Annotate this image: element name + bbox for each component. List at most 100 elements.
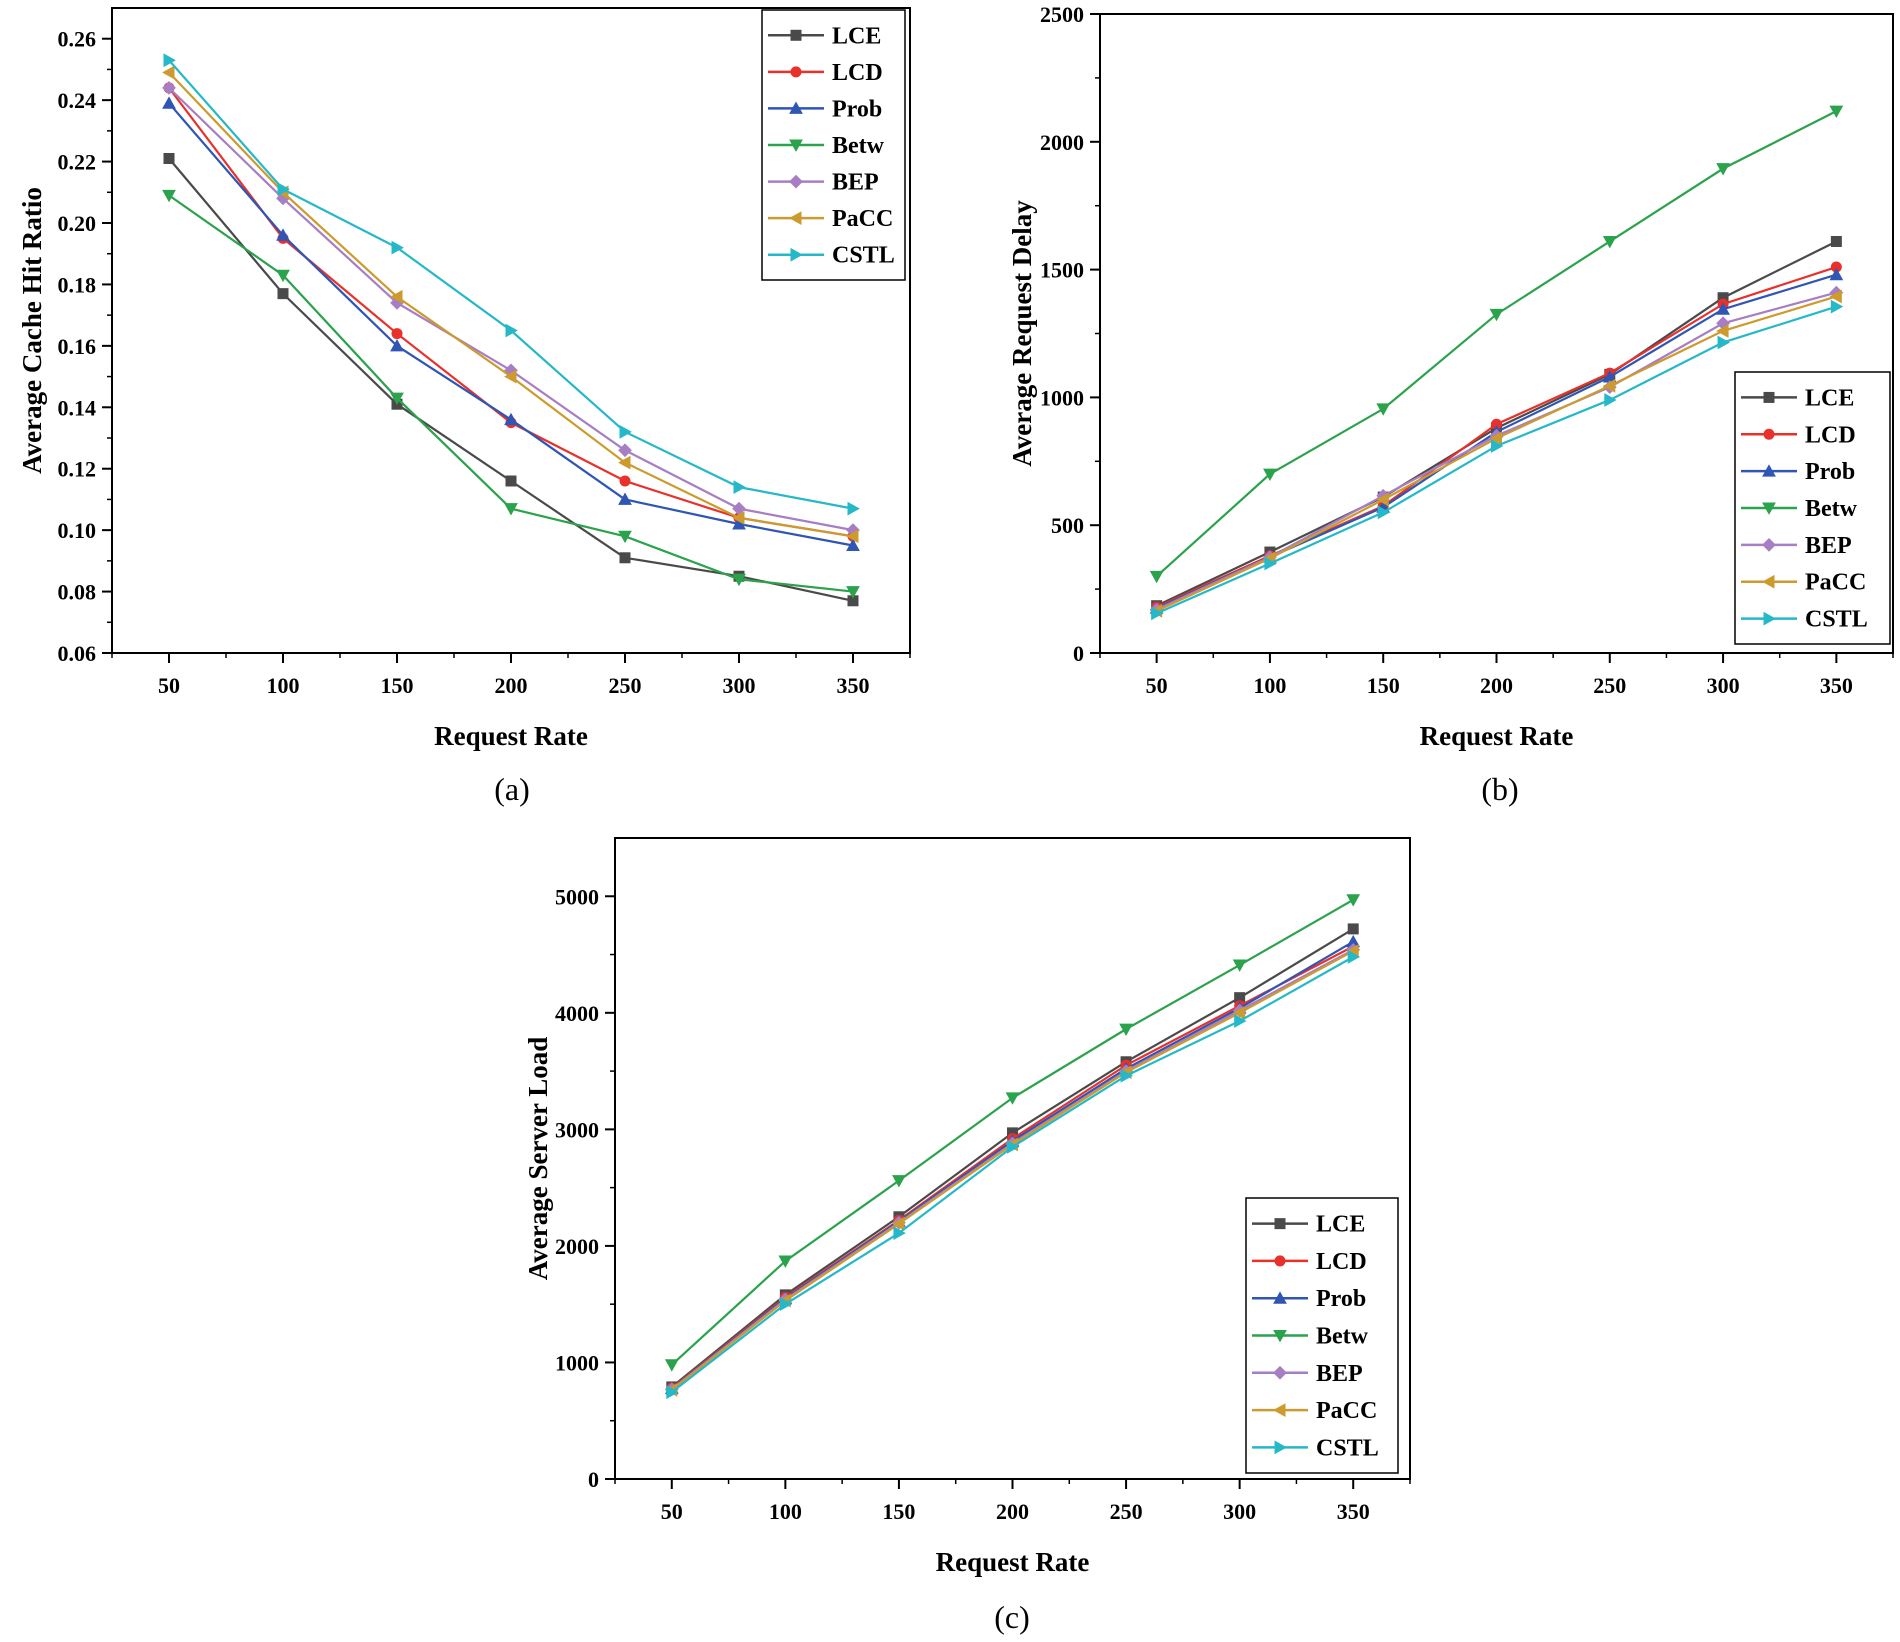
x-tick-label: 150	[381, 673, 414, 698]
legend-swatch-marker	[1274, 1218, 1286, 1230]
data-point	[846, 538, 860, 551]
legend-item-lce: LCE	[1252, 1212, 1365, 1238]
legend-item-cstl: CSTL	[768, 243, 895, 269]
data-point	[276, 269, 290, 283]
x-tick-label: 250	[609, 673, 642, 698]
legend-swatch-marker	[790, 247, 803, 262]
legend-swatch-marker	[1273, 1365, 1287, 1380]
y-tick-label: 0.10	[58, 518, 97, 543]
series-cstl	[163, 53, 860, 516]
data-point	[1829, 267, 1844, 281]
legend-label: LCE	[1316, 1212, 1365, 1238]
data-point	[1120, 1068, 1133, 1083]
data-point	[390, 289, 403, 304]
legend-swatch-marker	[790, 29, 802, 41]
data-point	[1346, 894, 1361, 907]
data-point	[618, 455, 631, 470]
data-point	[1376, 492, 1389, 507]
data-point	[893, 1226, 906, 1240]
legend-item-betw: Betw	[768, 133, 885, 159]
legend-label: PaCC	[1316, 1398, 1377, 1424]
legend-swatch-marker	[1274, 1440, 1287, 1455]
legend-swatch-marker	[1762, 574, 1775, 589]
data-point	[1716, 324, 1729, 338]
data-point	[1232, 959, 1247, 972]
data-point	[1346, 934, 1361, 948]
data-point	[664, 1359, 679, 1372]
y-tick-label: 0.18	[58, 272, 97, 297]
data-point	[504, 503, 518, 516]
data-point	[1602, 370, 1617, 383]
series-line	[168, 87, 854, 532]
x-tick-label: 350	[837, 673, 870, 698]
data-point	[504, 412, 518, 426]
y-tick-label: 0.24	[58, 88, 97, 113]
x-tick-label: 350	[1337, 1499, 1370, 1524]
legend-item-lcd: LCD	[1741, 422, 1856, 448]
data-point	[778, 1255, 793, 1268]
data-point	[390, 338, 404, 352]
legend-item-pacc: PaCC	[1741, 570, 1866, 596]
legend-label: Betw	[832, 133, 885, 159]
legend-label: PaCC	[1805, 570, 1866, 596]
legend: LCE LCD Prob Betw BEP PaCC CSTL	[761, 9, 906, 281]
data-point	[733, 480, 746, 495]
y-tick-label: 0.22	[58, 150, 97, 175]
data-point	[847, 595, 859, 607]
legend-item-lcd: LCD	[1252, 1249, 1367, 1275]
legend-swatch-marker	[790, 66, 802, 78]
data-point	[619, 475, 631, 487]
legend-swatch-marker	[789, 211, 802, 226]
legend-item-betw: Betw	[1252, 1324, 1369, 1350]
data-point	[162, 189, 176, 203]
legend-item-prob: Prob	[768, 96, 882, 122]
x-tick-label: 300	[723, 673, 756, 698]
data-point	[1347, 923, 1359, 935]
data-point	[847, 501, 860, 516]
data-point	[1264, 556, 1277, 571]
legend-swatch-marker	[1274, 1255, 1286, 1267]
legend-label: CSTL	[1805, 607, 1868, 633]
data-point	[276, 228, 290, 241]
y-tick-label: 0.14	[58, 395, 97, 420]
legend-label: Prob	[832, 96, 882, 122]
x-tick-label: 50	[158, 673, 180, 698]
x-tick-label: 200	[996, 1499, 1029, 1524]
y-tick-label: 1000	[1040, 385, 1084, 410]
legend-label: BEP	[1805, 533, 1852, 559]
legend-label: Betw	[1805, 496, 1858, 522]
legend-item-cstl: CSTL	[1741, 607, 1868, 633]
y-tick-label: 0	[1073, 641, 1084, 666]
chart-b: 0 500 1000 1500 2000 2500 50 100 150 200 250 300 350…	[1007, 2, 1894, 807]
legend-label: LCE	[1805, 385, 1854, 411]
data-point	[1829, 289, 1842, 304]
data-point	[1602, 235, 1617, 249]
chart-c: 0 1000 2000 3000 4000 5000 50 100 150 200 250 300 35…	[523, 837, 1411, 1635]
y-tick-label: 0.16	[58, 334, 97, 359]
data-point	[618, 530, 632, 544]
data-point	[1376, 403, 1391, 416]
legend-label: Betw	[1316, 1324, 1369, 1350]
data-point	[391, 240, 404, 255]
data-point	[1717, 292, 1729, 304]
data-point	[1491, 439, 1504, 453]
y-tick-label: 3000	[555, 1117, 599, 1142]
legend-swatch-marker	[1763, 391, 1775, 403]
y-tick-label: 1000	[555, 1350, 599, 1375]
data-point	[1007, 1139, 1020, 1154]
data-point	[1149, 570, 1164, 584]
y-tick-label: 0.20	[58, 211, 97, 236]
data-point	[1489, 431, 1502, 446]
legend-item-pacc: PaCC	[768, 206, 893, 232]
data-point	[1489, 308, 1504, 322]
y-tick-label: 2000	[1040, 130, 1084, 155]
y-tick-label: 500	[1051, 513, 1084, 538]
legend-swatch-marker	[789, 101, 803, 114]
series-cstl	[1151, 299, 1844, 621]
legend-item-prob: Prob	[1252, 1286, 1366, 1312]
data-point	[1491, 418, 1502, 430]
legend-swatch-marker	[1273, 1330, 1287, 1343]
legend-item-prob: Prob	[1741, 459, 1855, 485]
y-tick-label: 5000	[555, 884, 599, 909]
